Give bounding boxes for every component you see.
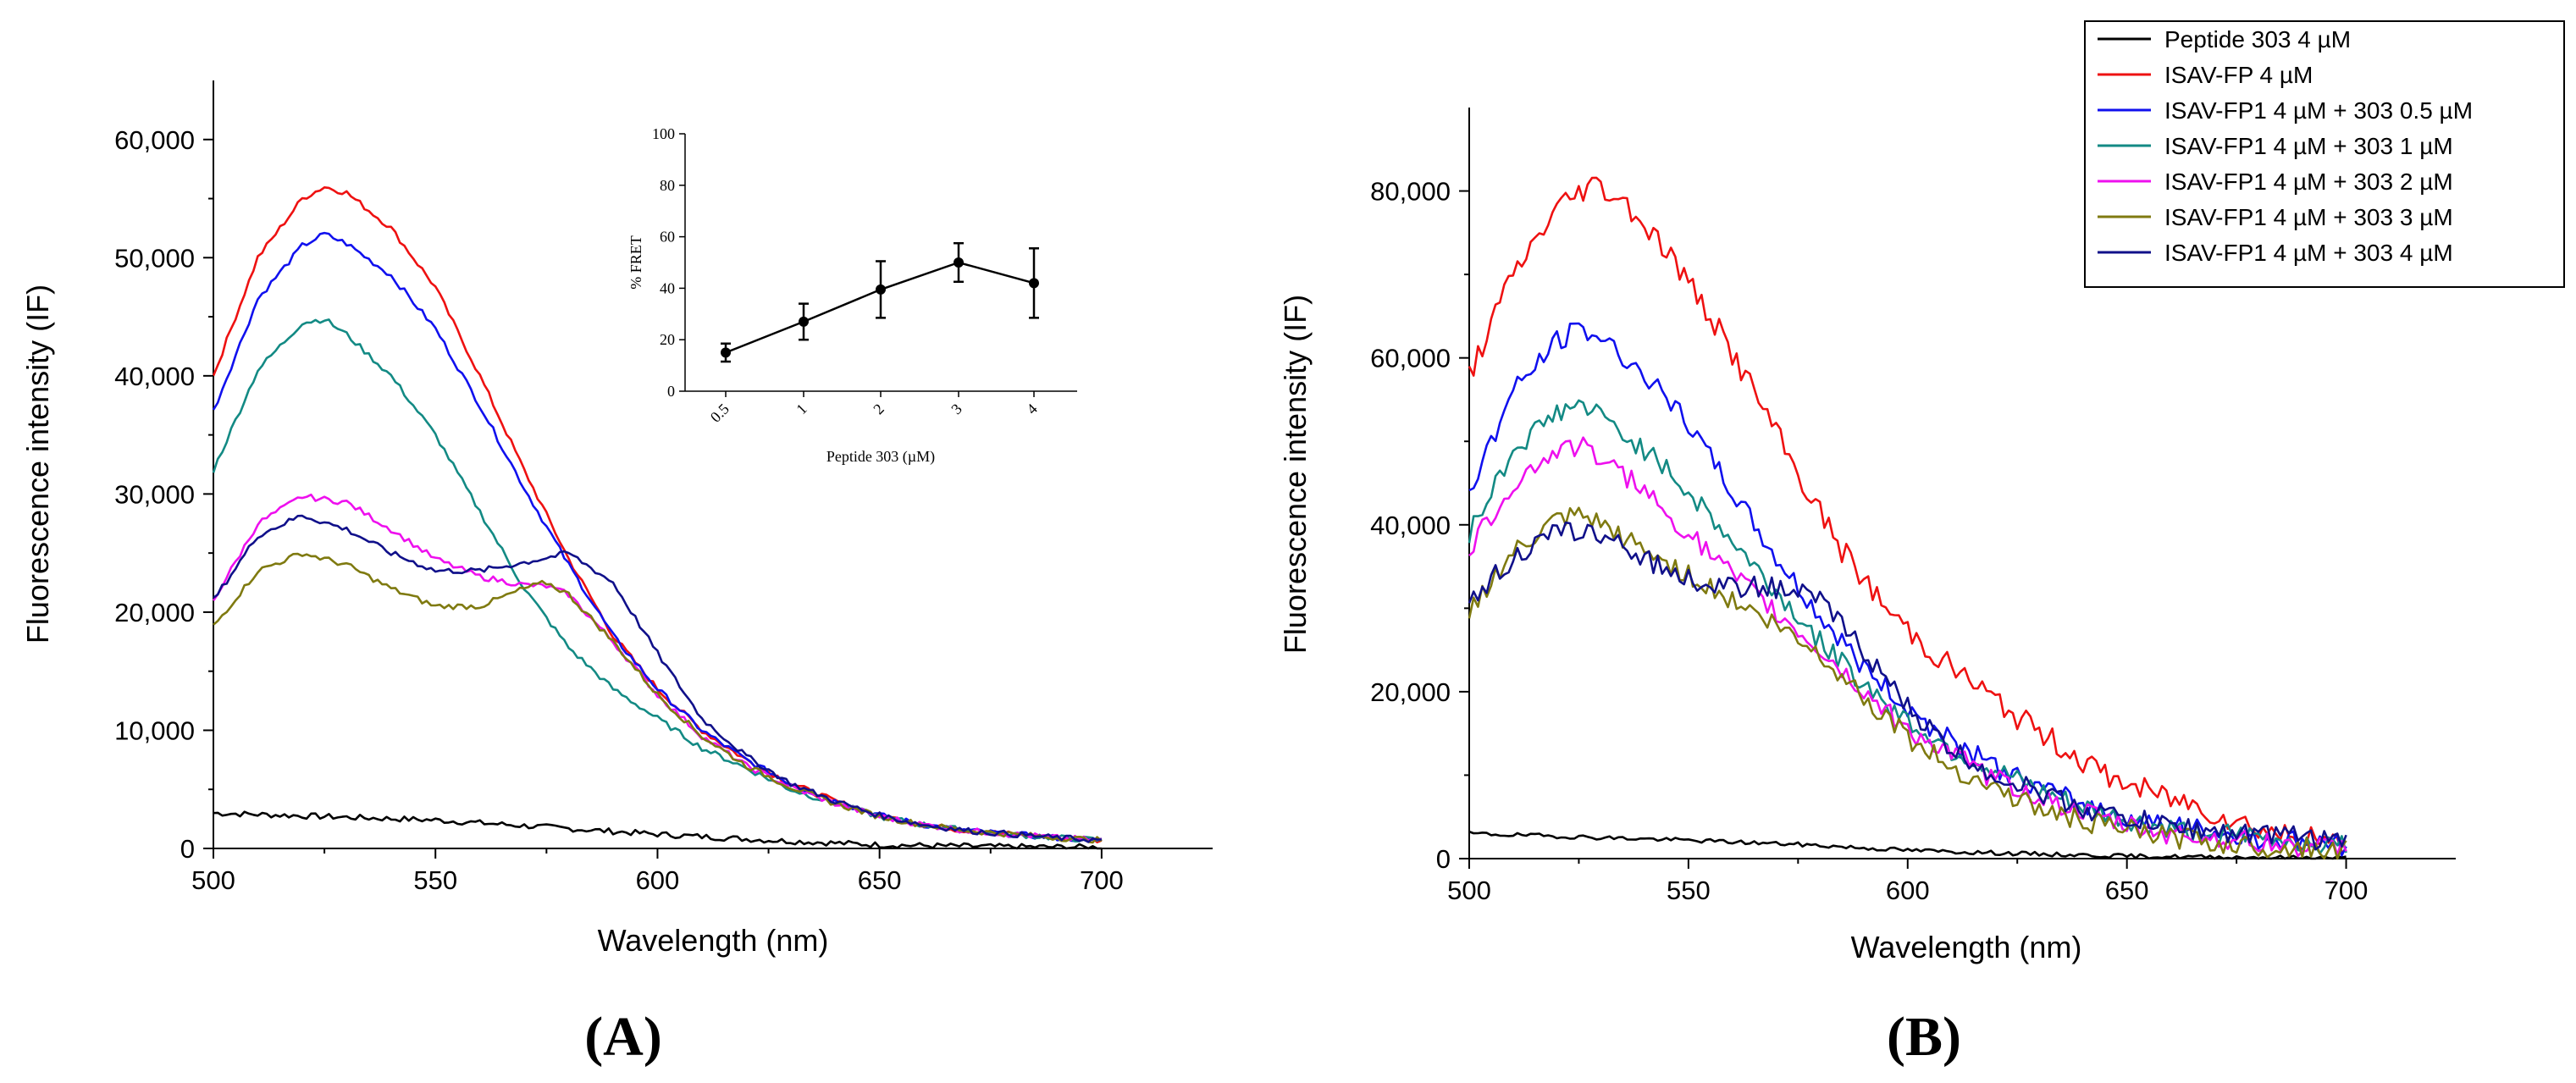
legend: Peptide 303 4 µM ISAV-FP 4 µM ISAV-FP1 4 µ…	[2084, 20, 2565, 288]
inset-x-tick-label: 1	[793, 401, 810, 418]
legend-label-isav-fp1-4-um-303-2-um: ISAV-FP1 4 µM + 303 2 µM	[2164, 169, 2453, 195]
panel-a-chart: 500 550 600 650 700 010,00020,00030,00040,00…	[20, 80, 1213, 1068]
series-line-isav-fp1-4-um-303-3-um	[213, 552, 1103, 844]
inset-data-point	[954, 257, 964, 268]
inset-data-point	[799, 316, 809, 327]
panel-a-x-ticks: 500 550 600 650 700	[191, 848, 1124, 895]
y-tick-label: 20,000	[1370, 677, 1451, 707]
panel-a-series-group	[212, 186, 1103, 850]
legend-box	[2084, 20, 2565, 288]
x-tick-label: 550	[1667, 876, 1711, 905]
panel-a-axes	[213, 80, 1213, 849]
series-line-peptide-303-4-um	[1468, 830, 2347, 860]
x-tick-label: 650	[858, 865, 902, 895]
y-tick-label: 60,000	[1370, 344, 1451, 373]
x-tick-label: 700	[2324, 876, 2369, 905]
panel-b-axes	[1468, 108, 2456, 859]
panel-b-series-group	[1468, 176, 2347, 860]
inset-y-tick-label: 20	[660, 331, 675, 348]
x-tick-label: 700	[1080, 865, 1124, 895]
y-tick-label: 30,000	[114, 479, 195, 509]
x-tick-label: 550	[413, 865, 457, 895]
inset-x-ticks: 0.5 1 2 3 4	[707, 391, 1041, 426]
series-line-isav-fp-4-um	[1468, 176, 2347, 854]
series-line-isav-fp1-4-um-303-2-um	[1468, 436, 2347, 858]
legend-label-isav-fp1-4-um-303-1-um: ISAV-FP1 4 µM + 303 1 µM	[2164, 133, 2453, 159]
x-tick-label: 600	[1886, 876, 1930, 905]
inset-y-tick-label: 80	[660, 177, 675, 194]
inset-x-tick-label: 3	[948, 401, 965, 418]
legend-label-isav-fp1-4-um-303-4-um: ISAV-FP1 4 µM + 303 4 µM	[2164, 240, 2453, 266]
panel-a-y-ticks: 0 10,000 20,000 30,000 40,000 50,000 60,000	[114, 125, 213, 864]
y-tick-label: 40,000	[114, 362, 195, 391]
y-tick-label: 80,000	[1370, 177, 1451, 207]
inset-y-ticks: 0 20 40 60 80 100	[652, 125, 685, 400]
legend-label-isav-fp-4-um: ISAV-FP 4 µM	[2164, 62, 2313, 88]
inset-data-point	[721, 347, 731, 358]
panel-a-x-axis-title: Wavelength (nm)	[598, 923, 829, 958]
inset-x-tick-label: 4	[1023, 401, 1041, 418]
y-tick-label: 60,000	[114, 125, 195, 155]
series-line-isav-fp1-4-um-303-4-um	[1468, 521, 2347, 851]
legend-label-isav-fp1-4-um-303-3-um: ISAV-FP1 4 µM + 303 3 µM	[2164, 204, 2453, 230]
panel-a-inset-chart: 0 20 40 60 80 100 0.5 1 2 3 4 % FRET Peptide 303 …	[627, 125, 1077, 466]
legend-items: Peptide 303 4 µM ISAV-FP 4 µM ISAV-FP1 4 µ…	[2098, 26, 2473, 266]
legend-label-isav-fp1-4-um-303-0-5-um: ISAV-FP1 4 µM + 303 0.5 µM	[2164, 97, 2473, 124]
inset-y-tick-label: 40	[660, 279, 675, 296]
inset-x-axis-title: Peptide 303 (µM)	[826, 448, 935, 466]
inset-data-point	[876, 284, 886, 295]
panel-a-y-axis-title: Fluorescence intensity (IF)	[20, 285, 55, 644]
series-line-isav-fp-4-um	[212, 186, 1103, 843]
x-tick-label: 600	[636, 865, 680, 895]
series-line-isav-fp1-4-um-303-2-um	[212, 493, 1103, 842]
inset-y-tick-label: 60	[660, 229, 675, 246]
y-tick-label: 0	[180, 834, 195, 864]
y-tick-label: 40,000	[1370, 511, 1451, 540]
panel-b-label: (B)	[1887, 1006, 1961, 1068]
panel-b-x-ticks: 500 550 600 650 700	[1447, 859, 2368, 905]
series-line-isav-fp1-4-um-303-0-5-um	[212, 231, 1103, 843]
panel-b-y-axis-title: Fluorescence intensity (IF)	[1278, 295, 1313, 654]
series-line-isav-fp1-4-um-303-0-5-um	[1468, 322, 2347, 857]
panel-b-x-axis-title: Wavelength (nm)	[1851, 930, 2082, 964]
x-tick-label: 650	[2105, 876, 2149, 905]
panel-b-y-ticks: 0 20,000 40,000 60,000 80,000	[1370, 177, 1469, 874]
inset-data-marks	[721, 241, 1039, 363]
series-line-peptide-303-4-um	[213, 810, 1102, 850]
inset-y-tick-label: 100	[652, 125, 675, 142]
inset-data-point	[1029, 278, 1039, 289]
x-tick-label: 500	[1447, 876, 1491, 905]
inset-x-tick-label: 2	[870, 401, 887, 418]
inset-y-tick-label: 0	[667, 383, 675, 400]
x-tick-label: 500	[191, 865, 235, 895]
inset-x-tick-label: 0.5	[707, 401, 732, 426]
y-tick-label: 0	[1436, 844, 1451, 874]
series-line-isav-fp1-4-um-303-1-um	[212, 318, 1103, 843]
legend-label-peptide-303-4-um: Peptide 303 4 µM	[2164, 26, 2351, 52]
panel-a-label: (A)	[584, 1006, 662, 1068]
panel-b-chart: 500 550 600 650 700 0 20,000 40,000 60,000 80,00…	[1278, 108, 2456, 1068]
y-tick-label: 10,000	[114, 716, 195, 745]
series-line-isav-fp1-4-um-303-3-um	[1468, 506, 2347, 860]
y-tick-label: 20,000	[114, 598, 195, 627]
series-line-isav-fp1-4-um-303-4-um	[213, 514, 1102, 843]
y-tick-label: 50,000	[114, 243, 195, 273]
inset-y-axis-title: % FRET	[627, 235, 644, 290]
